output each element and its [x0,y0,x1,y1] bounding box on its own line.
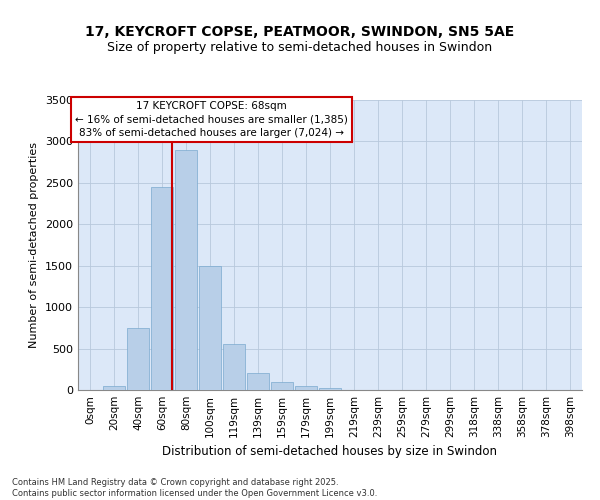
Bar [127,328,149,390]
Text: 17 KEYCROFT COPSE: 68sqm
← 16% of semi-detached houses are smaller (1,385)
83% o: 17 KEYCROFT COPSE: 68sqm ← 16% of semi-d… [75,102,348,138]
Bar [247,374,269,390]
Bar [199,266,221,390]
Bar [295,386,317,390]
Y-axis label: Number of semi-detached properties: Number of semi-detached properties [29,142,40,348]
Bar [175,150,197,390]
Bar [103,386,125,390]
Bar [223,344,245,390]
Text: Contains HM Land Registry data © Crown copyright and database right 2025.
Contai: Contains HM Land Registry data © Crown c… [12,478,377,498]
Bar [151,187,173,390]
Text: 17, KEYCROFT COPSE, PEATMOOR, SWINDON, SN5 5AE: 17, KEYCROFT COPSE, PEATMOOR, SWINDON, S… [85,26,515,40]
Text: Size of property relative to semi-detached houses in Swindon: Size of property relative to semi-detach… [107,41,493,54]
Bar [271,382,293,390]
Bar [319,388,341,390]
X-axis label: Distribution of semi-detached houses by size in Swindon: Distribution of semi-detached houses by … [163,446,497,458]
